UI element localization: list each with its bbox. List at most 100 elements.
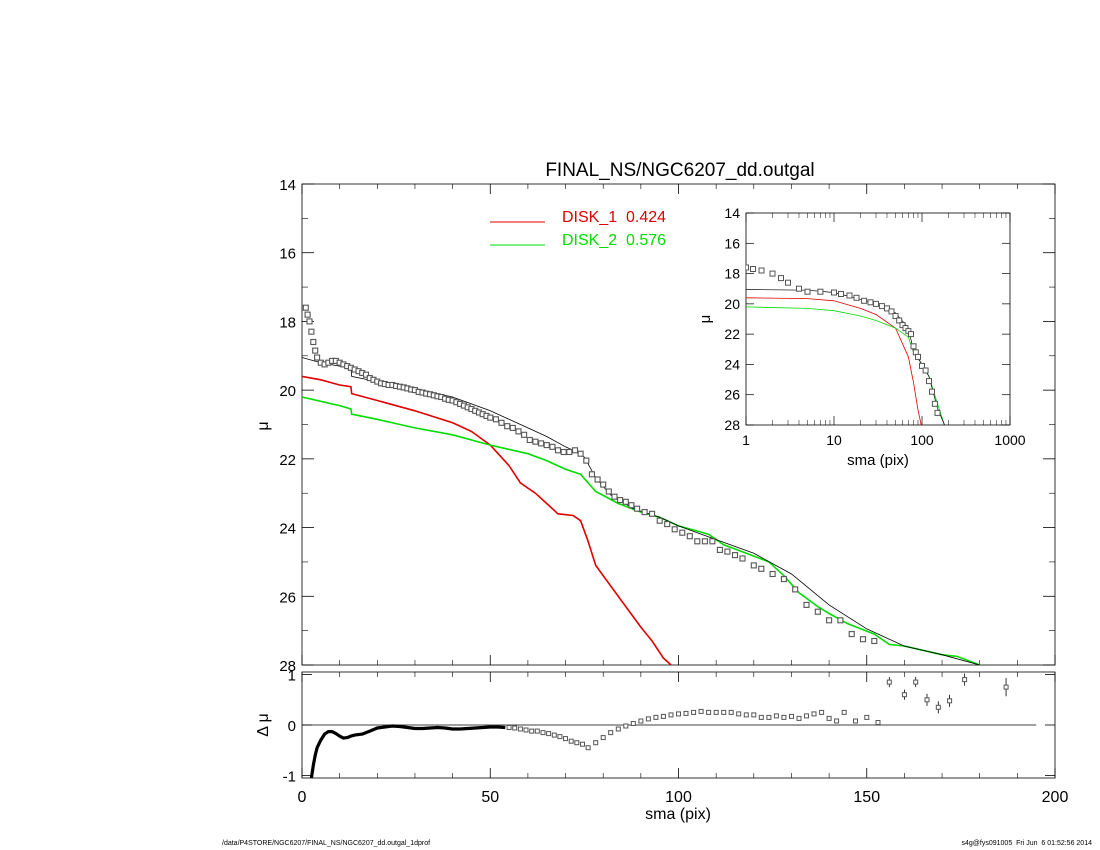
main-data-point bbox=[362, 371, 370, 378]
inset-data-point bbox=[804, 288, 811, 295]
main-data-point bbox=[600, 481, 607, 488]
inset-y-tick-label: 16 bbox=[724, 235, 740, 251]
main-data-point bbox=[709, 538, 716, 545]
inset-data-point bbox=[926, 378, 932, 385]
main-line-disk1 bbox=[302, 375, 672, 665]
residual-error-point bbox=[935, 704, 941, 710]
residual-data-point bbox=[826, 715, 832, 721]
main-data-point bbox=[871, 637, 878, 645]
inset-data-point bbox=[846, 292, 853, 299]
residual-y-tick-label: 1 bbox=[288, 668, 296, 685]
residual-y-tick-label: 0 bbox=[288, 718, 296, 735]
residual-data-point bbox=[728, 709, 734, 715]
main-data-point bbox=[504, 423, 511, 430]
residual-error-point bbox=[1003, 684, 1009, 690]
main-data-point bbox=[532, 438, 539, 445]
inset-y-tick-label: 18 bbox=[724, 266, 740, 282]
inset-x-tick-label: 1000 bbox=[994, 432, 1025, 448]
main-data-point bbox=[526, 436, 533, 444]
residual-error-point bbox=[901, 692, 907, 698]
main-data-point bbox=[656, 517, 663, 524]
inset-data-point bbox=[919, 362, 925, 369]
inset-data-point bbox=[929, 388, 935, 395]
residual-data-point bbox=[529, 728, 535, 734]
main-data-point bbox=[634, 505, 641, 512]
inset-data-point bbox=[796, 285, 802, 292]
main-data-point bbox=[694, 538, 701, 545]
residual-data-point bbox=[523, 727, 529, 733]
residual-data-point bbox=[834, 718, 840, 724]
main-y-tick-label: 26 bbox=[279, 589, 296, 606]
residual-data-point bbox=[623, 723, 629, 729]
main-data-point bbox=[308, 328, 315, 335]
main-data-point bbox=[622, 498, 629, 505]
inset-data-point bbox=[910, 343, 917, 350]
main-data-point bbox=[521, 431, 528, 438]
inset-plot-frame bbox=[745, 212, 1011, 426]
main-data-point bbox=[814, 608, 821, 615]
inset-y-tick-label: 20 bbox=[724, 296, 740, 312]
residual-data-point bbox=[743, 712, 749, 718]
inset-line-disk1 bbox=[746, 297, 922, 425]
main-data-point bbox=[310, 338, 317, 346]
main-data-point bbox=[538, 440, 545, 447]
main-data-point bbox=[780, 576, 787, 583]
legend-label-disk1: DISK_1 0.424 bbox=[562, 209, 666, 226]
footer-user-timestamp: s4g@fys091005 Fri Jun 6 01:52:56 2014 bbox=[961, 840, 1092, 847]
main-data-point bbox=[758, 565, 765, 572]
inset-plot-area bbox=[746, 264, 945, 425]
footer-file-path: /data/P4STORE/NGC6207/FINAL_NS/NGC6207_d… bbox=[222, 840, 431, 847]
inset-x-tick-label: 1 bbox=[742, 432, 750, 448]
main-data-point bbox=[716, 546, 723, 553]
residual-data-point bbox=[713, 709, 719, 715]
main-data-point bbox=[302, 304, 309, 311]
inset-x-axis-label: sma (pix) bbox=[847, 452, 909, 469]
residual-data-point bbox=[853, 718, 858, 724]
main-data-point bbox=[304, 311, 311, 318]
inset-data-point bbox=[838, 291, 844, 297]
residual-data-point bbox=[683, 710, 689, 716]
main-data-point bbox=[750, 562, 757, 569]
main-data-point bbox=[731, 552, 739, 559]
residual-data-point bbox=[676, 711, 681, 717]
residual-data-point bbox=[615, 726, 621, 732]
main-data-point bbox=[739, 555, 746, 562]
residual-error-point bbox=[962, 677, 968, 683]
residual-data-point bbox=[585, 745, 591, 751]
residual-x-tick-label: 0 bbox=[298, 789, 307, 806]
residual-data-point bbox=[766, 714, 772, 720]
main-plot-area bbox=[302, 304, 980, 665]
residual-data-point bbox=[506, 725, 512, 730]
residual-data-point bbox=[574, 740, 580, 746]
inset-panel: 14 16 18 20 22 24 26 281 10 100 1000 sma (pix) μ bbox=[697, 205, 1026, 469]
residual-inner-curve bbox=[309, 724, 506, 778]
main-data-point bbox=[605, 488, 612, 495]
main-data-point bbox=[803, 601, 810, 608]
residual-x-tick-label: 50 bbox=[481, 789, 499, 806]
residual-x-tick-label: 100 bbox=[665, 789, 692, 806]
main-data-point bbox=[837, 617, 844, 624]
residual-data-point bbox=[804, 713, 809, 719]
legend-label-disk2: DISK_2 0.576 bbox=[562, 232, 666, 249]
residual-data-point bbox=[546, 731, 552, 737]
inset-data-point bbox=[778, 275, 784, 282]
main-data-point bbox=[312, 347, 319, 354]
residual-error-point bbox=[886, 679, 892, 685]
main-data-point bbox=[617, 497, 624, 504]
chart-title: FINAL_NS/NGC6207_dd.outgal bbox=[545, 160, 814, 181]
inset-data-point bbox=[892, 313, 899, 319]
inset-data-point bbox=[915, 353, 921, 360]
residual-data-point bbox=[563, 736, 568, 742]
residual-data-point bbox=[557, 734, 563, 740]
main-data-point bbox=[583, 457, 590, 464]
inset-data-point bbox=[908, 331, 914, 338]
main-y-tick-label: 14 bbox=[279, 177, 296, 194]
main-data-point bbox=[549, 443, 556, 450]
inset-data-point bbox=[934, 409, 941, 416]
residual-data-point bbox=[512, 725, 518, 731]
main-data-point bbox=[554, 447, 562, 454]
inset-y-axis-label: μ bbox=[697, 315, 714, 324]
main-data-point bbox=[701, 538, 708, 545]
residual-data-point bbox=[568, 738, 574, 744]
residual-data-point bbox=[630, 721, 636, 726]
